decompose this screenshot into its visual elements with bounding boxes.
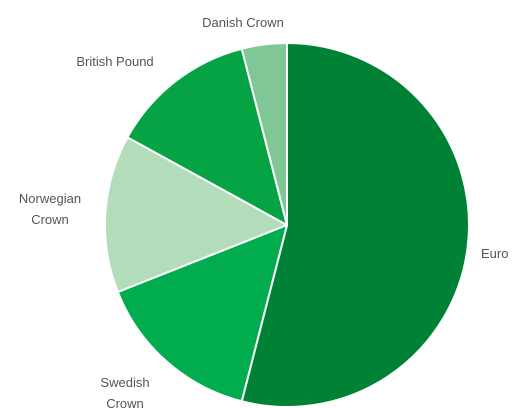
pie-slices — [104, 42, 470, 408]
pie-label-line: Swedish — [100, 375, 149, 390]
pie-slice-british-pound — [126, 47, 288, 226]
pie-slice-swedish-crown — [116, 224, 288, 403]
pie-slice-euro — [240, 42, 470, 408]
pie-label-line: British Pound — [76, 54, 153, 69]
pie-label-line: Crown — [31, 212, 69, 227]
pie-labels: Euro Swedish Crown Norwegian Crown British Po… — [19, 15, 509, 408]
pie-label-line: Danish Crown — [202, 15, 284, 30]
pie-slice-danish-crown — [240, 42, 288, 226]
pie-label-danish-crown: Danish Crown — [202, 15, 284, 30]
pie-label-norwegian-crown: Norwegian Crown — [19, 191, 81, 227]
pie-label-line: Euro — [481, 246, 508, 261]
pie-label-line: Crown — [106, 396, 144, 408]
pie-label-euro: Euro — [481, 246, 508, 261]
pie-label-swedish-crown: Swedish Crown — [100, 375, 149, 408]
pie-slice-norwegian-crown — [104, 136, 288, 293]
pie-label-line: Norwegian — [19, 191, 81, 206]
pie-label-british-pound: British Pound — [76, 54, 153, 69]
